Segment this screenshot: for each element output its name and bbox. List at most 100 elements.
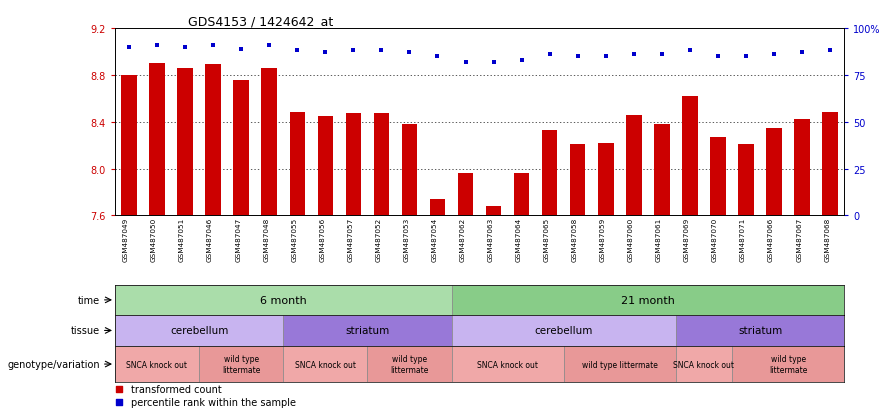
Bar — [676, 346, 732, 382]
Bar — [682, 97, 697, 216]
Bar — [262, 69, 277, 216]
Bar — [430, 199, 446, 216]
Bar — [598, 143, 613, 216]
Point — [111, 386, 126, 392]
Bar — [283, 316, 452, 346]
Bar — [121, 76, 137, 216]
Text: GSM487048: GSM487048 — [263, 217, 270, 261]
Point — [823, 48, 837, 55]
Bar — [115, 316, 283, 346]
Text: GSM487067: GSM487067 — [796, 217, 802, 261]
Bar — [290, 113, 305, 216]
Text: GSM487052: GSM487052 — [376, 217, 381, 261]
Point — [655, 52, 669, 58]
Bar — [205, 65, 221, 216]
Point — [739, 54, 753, 60]
Text: GSM487064: GSM487064 — [515, 217, 522, 261]
Bar — [542, 131, 558, 216]
Text: transformed count: transformed count — [131, 384, 222, 394]
Text: GDS4153 / 1424642_at: GDS4153 / 1424642_at — [188, 15, 333, 28]
Point — [682, 48, 697, 55]
Bar — [486, 206, 501, 216]
Bar — [738, 145, 754, 216]
Bar — [452, 316, 676, 346]
Bar — [654, 125, 669, 216]
Text: GSM487071: GSM487071 — [740, 217, 746, 261]
Point — [178, 44, 192, 51]
Text: SNCA knock out: SNCA knock out — [126, 360, 187, 369]
Point — [234, 46, 248, 53]
Text: striatum: striatum — [738, 326, 782, 336]
Bar — [233, 80, 249, 216]
Bar — [564, 346, 676, 382]
Text: GSM487060: GSM487060 — [628, 217, 634, 261]
Bar — [732, 346, 844, 382]
Point — [571, 54, 585, 60]
Point — [598, 54, 613, 60]
Text: SNCA knock out: SNCA knock out — [674, 360, 735, 369]
Text: GSM487070: GSM487070 — [712, 217, 718, 261]
Bar — [626, 115, 642, 216]
Point — [486, 59, 500, 66]
Point — [795, 50, 809, 57]
Bar — [514, 174, 530, 216]
Point — [627, 52, 641, 58]
Text: percentile rank within the sample: percentile rank within the sample — [131, 397, 296, 407]
Bar — [401, 125, 417, 216]
Text: GSM487056: GSM487056 — [319, 217, 325, 261]
Text: genotype/variation: genotype/variation — [8, 359, 101, 369]
Bar — [368, 346, 452, 382]
Text: GSM487053: GSM487053 — [403, 217, 409, 261]
Text: GSM487065: GSM487065 — [544, 217, 550, 261]
Point — [290, 48, 304, 55]
Text: GSM487050: GSM487050 — [151, 217, 157, 261]
Bar — [374, 114, 389, 216]
Text: wild type
littermate: wild type littermate — [390, 354, 429, 374]
Point — [206, 43, 220, 49]
Bar — [452, 285, 844, 316]
Bar — [283, 346, 368, 382]
Bar — [115, 346, 199, 382]
Bar — [199, 346, 283, 382]
Point — [543, 52, 557, 58]
Text: wild type
littermate: wild type littermate — [769, 354, 807, 374]
Bar — [822, 113, 838, 216]
Text: GSM487051: GSM487051 — [179, 217, 185, 261]
Point — [374, 48, 388, 55]
Bar — [115, 285, 452, 316]
Text: GSM487061: GSM487061 — [656, 217, 662, 261]
Point — [318, 50, 332, 57]
Text: GSM487054: GSM487054 — [431, 217, 438, 261]
Point — [767, 52, 781, 58]
Bar — [795, 120, 810, 216]
Point — [263, 43, 277, 49]
Text: GSM487068: GSM487068 — [824, 217, 830, 261]
Point — [431, 54, 445, 60]
Text: wild type
littermate: wild type littermate — [222, 354, 260, 374]
Text: 21 month: 21 month — [621, 295, 674, 305]
Point — [711, 54, 725, 60]
Text: GSM487059: GSM487059 — [600, 217, 606, 261]
Point — [111, 399, 126, 406]
Bar — [317, 116, 333, 216]
Text: GSM487057: GSM487057 — [347, 217, 354, 261]
Point — [459, 59, 473, 66]
Text: GSM487058: GSM487058 — [572, 217, 578, 261]
Bar — [346, 114, 361, 216]
Text: GSM487069: GSM487069 — [684, 217, 690, 261]
Text: GSM487047: GSM487047 — [235, 217, 241, 261]
Bar — [766, 128, 781, 216]
Point — [150, 43, 164, 49]
Text: GSM487046: GSM487046 — [207, 217, 213, 261]
Point — [122, 44, 136, 51]
Text: GSM487049: GSM487049 — [123, 217, 129, 261]
Text: tissue: tissue — [72, 326, 101, 336]
Text: cerebellum: cerebellum — [170, 326, 228, 336]
Point — [402, 50, 416, 57]
Text: SNCA knock out: SNCA knock out — [477, 360, 538, 369]
Text: GSM487055: GSM487055 — [291, 217, 297, 261]
Text: GSM487063: GSM487063 — [488, 217, 493, 261]
Bar — [452, 346, 564, 382]
Bar — [458, 174, 473, 216]
Bar — [178, 69, 193, 216]
